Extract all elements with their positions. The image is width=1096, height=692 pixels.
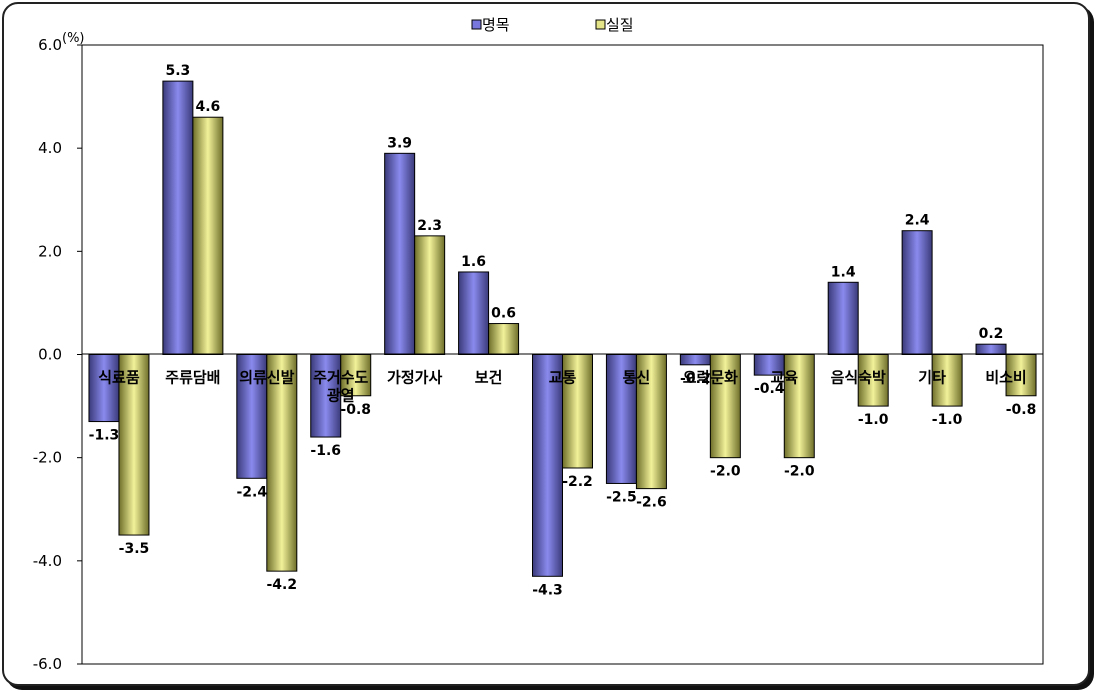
bar-nominal (827, 281, 859, 355)
category-label: 주거수도 광열 (313, 369, 368, 405)
category-label: 오락문화 (683, 369, 738, 387)
data-label-nominal: 5.3 (165, 63, 190, 79)
bar-real (414, 235, 446, 356)
bar-real (192, 116, 224, 356)
data-label-nominal: 1.4 (831, 264, 856, 280)
category-label: 비소비 (985, 369, 1026, 387)
y-tick-label: -6.0 (33, 655, 62, 673)
data-label-real: -2.0 (710, 464, 741, 480)
bar-nominal (458, 271, 490, 356)
bar-real (488, 323, 520, 355)
data-label-nominal: -1.6 (310, 443, 341, 459)
legend-label-real: 실질 (606, 16, 634, 34)
data-label-nominal: -1.3 (89, 428, 120, 444)
bar-nominal (532, 354, 563, 577)
data-label-real: 0.6 (491, 306, 516, 322)
data-label-nominal: 1.6 (461, 254, 486, 270)
y-tick-label: 2.0 (38, 242, 62, 260)
bar-real (562, 354, 593, 469)
bar-nominal (162, 80, 194, 355)
data-label-real: -1.0 (858, 412, 889, 428)
data-label-real: -4.2 (266, 577, 297, 593)
category-label: 보건 (475, 369, 503, 387)
bar-nominal (679, 354, 711, 366)
bar-real (783, 354, 815, 459)
data-label-real: -2.0 (784, 464, 815, 480)
legend: 명목 실질 (471, 16, 634, 34)
data-label-real: -2.6 (636, 495, 667, 511)
data-label-nominal: 0.2 (979, 326, 1004, 342)
y-tick-label: -4.0 (33, 552, 62, 570)
category-label: 식료품 (98, 369, 140, 387)
category-label: 의류신발 (239, 369, 294, 387)
y-tick-label: 6.0 (38, 36, 62, 54)
data-label-real: -0.8 (340, 402, 371, 418)
data-label-nominal: -0.2 (680, 371, 711, 387)
category-label: 음식숙박 (831, 369, 886, 387)
data-label-nominal: -2.4 (236, 484, 267, 500)
data-label-real: 2.3 (417, 218, 442, 234)
category-label: 주류담배 (165, 369, 220, 387)
data-label-real: -0.8 (1006, 402, 1037, 418)
legend-label-nominal: 명목 (482, 16, 510, 34)
data-label-real: 4.6 (195, 99, 220, 115)
bar-real (931, 354, 963, 407)
data-label-nominal: -2.5 (606, 489, 637, 505)
data-label-nominal: 2.4 (905, 213, 930, 229)
data-label-nominal: -0.4 (754, 381, 785, 397)
data-label-real: -1.0 (932, 412, 963, 428)
category-label: 기타 (918, 369, 946, 387)
bar-nominal (88, 354, 120, 423)
bar-nominal (384, 152, 416, 355)
y-tick-label: 0.0 (38, 346, 62, 364)
data-label-real: -2.2 (562, 474, 593, 490)
y-unit-label: (%) (62, 31, 85, 46)
data-label-real: -3.5 (119, 541, 150, 557)
bar-nominal (975, 343, 1007, 355)
bar-real (635, 354, 667, 490)
data-label-nominal: -4.3 (532, 582, 563, 598)
legend-swatch-nominal (471, 19, 482, 30)
bar-real (1005, 354, 1037, 397)
bar-nominal (236, 354, 268, 479)
legend-swatch-real (595, 19, 606, 30)
y-tick-label: -2.0 (33, 449, 62, 467)
y-tick-label: 4.0 (38, 139, 62, 157)
category-label: 교통 (549, 369, 577, 387)
data-label-nominal: 3.9 (387, 135, 412, 151)
bar-real (857, 354, 889, 407)
bar-real (266, 354, 298, 572)
category-label: 가정가사 (387, 369, 442, 387)
category-label: 통신 (623, 369, 651, 387)
category-label: 교육 (770, 369, 798, 387)
bar-nominal (901, 230, 933, 355)
